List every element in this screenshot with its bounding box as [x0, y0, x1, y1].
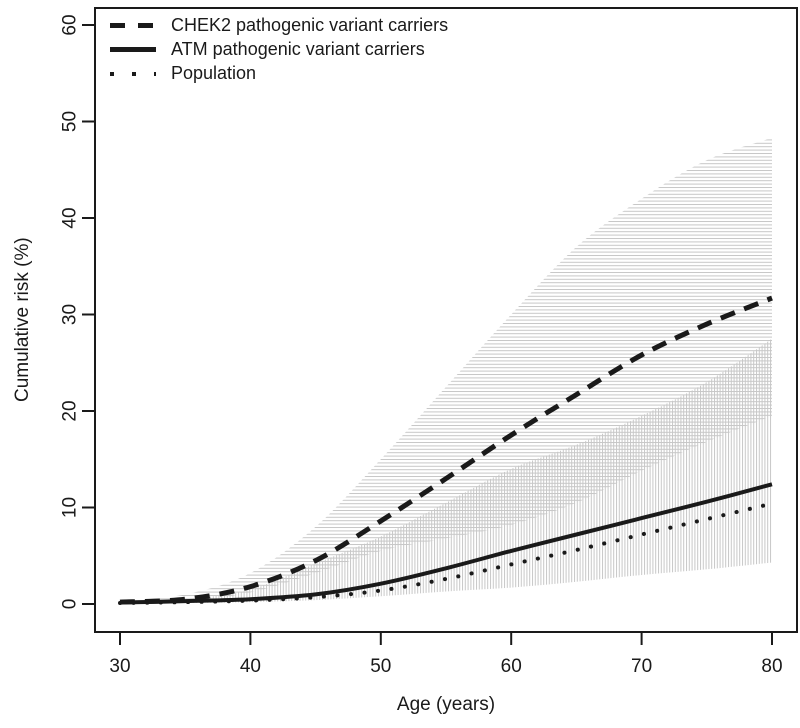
curve-chek2 [119, 295, 773, 605]
x-tick-label: 40 [240, 656, 261, 677]
curve-population [118, 501, 774, 606]
legend-label-atm: ATM pathogenic variant carriers [171, 39, 425, 59]
legend-label-population: Population [171, 63, 257, 83]
x-tick-label: 30 [109, 656, 130, 677]
ci-band-atm [120, 338, 772, 604]
legend-label-chek2: CHEK2 pathogenic variant carriers [171, 15, 449, 35]
y-tick-label: 10 [60, 497, 81, 518]
solid-line-sample [110, 47, 156, 52]
curve-atm [119, 482, 773, 605]
legend-item-chek2: CHEK2 pathogenic variant carriers [110, 16, 448, 35]
dashed-line-sample [110, 23, 156, 28]
x-tick-label: 70 [631, 656, 652, 677]
legend-item-atm: ATM pathogenic variant carriers [110, 40, 448, 59]
dotted-line-sample [110, 71, 156, 76]
y-axis-title: Cumulative risk (%) [12, 237, 33, 403]
chart-legend: CHEK2 pathogenic variant carriers ATM pa… [110, 16, 448, 83]
y-tick-label: 40 [60, 207, 81, 228]
legend-item-population: Population [110, 64, 448, 83]
y-tick-label: 60 [60, 14, 81, 35]
plot-box [94, 7, 798, 633]
y-tick-label: 30 [60, 304, 81, 325]
x-tick-label: 50 [370, 656, 391, 677]
x-tick-label: 80 [761, 656, 782, 677]
x-axis-title: Age (years) [396, 694, 496, 715]
y-tick-label: 50 [60, 111, 81, 132]
x-tick-label: 60 [501, 656, 522, 677]
y-tick-label: 0 [60, 599, 81, 610]
y-tick-label: 20 [60, 400, 81, 421]
